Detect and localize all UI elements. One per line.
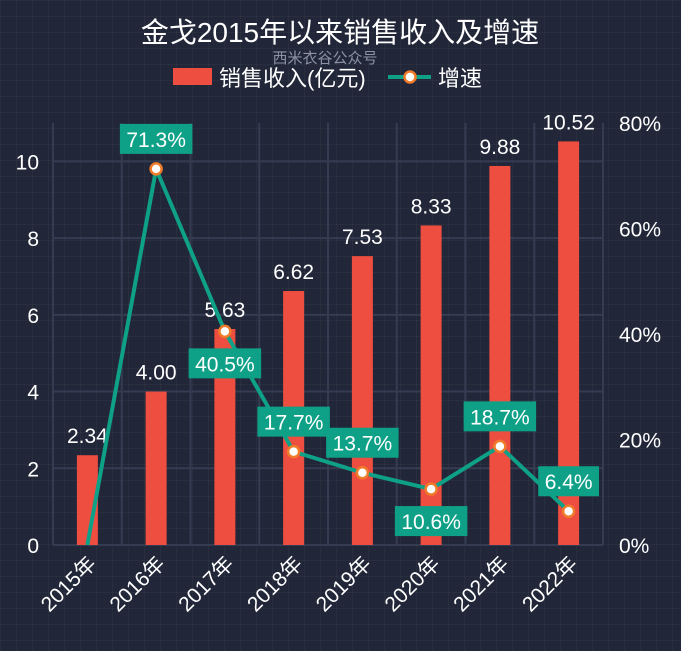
y-left-tick-label: 8 (27, 228, 39, 251)
y-right-tick-label: 80% (619, 113, 661, 136)
x-tick-label: 2022年 (518, 552, 582, 616)
growth-label-box (463, 401, 537, 432)
x-tick-label: 2017年 (174, 552, 238, 616)
legend-item-growth[interactable]: 增速 (388, 66, 482, 91)
growth-point-marker (149, 162, 163, 176)
bar (145, 391, 167, 545)
y-left-tick-label: 4 (27, 382, 39, 405)
bar (420, 225, 442, 545)
y-right-tick-label: 40% (619, 324, 661, 347)
growth-line (85, 166, 570, 546)
growth-value-label: 71.3% (126, 129, 186, 152)
bar-value-label: 4.00 (136, 362, 177, 385)
growth-label-box (119, 123, 193, 154)
growth-value-label: 6.4% (545, 471, 593, 494)
growth-value-label: 13.7% (333, 433, 393, 456)
growth-label-box (538, 466, 600, 497)
bar-value-label: 6.62 (273, 261, 314, 284)
line-series (85, 162, 576, 546)
growth-value-label: 18.7% (470, 406, 530, 429)
bar-value-label: 8.33 (411, 195, 452, 218)
bar (214, 329, 236, 545)
growth-point-marker (561, 504, 576, 518)
growth-point-marker (218, 324, 232, 339)
growth-label-box (394, 506, 468, 537)
growth-point-marker (493, 439, 507, 454)
x-tick-label: 2016年 (106, 552, 170, 616)
y-right-tick-label: 60% (619, 219, 661, 242)
bar (351, 256, 373, 545)
bar-value-label: 7.53 (342, 226, 383, 249)
y-left-tick-label: 6 (27, 305, 39, 328)
chart-title: 金戈2015年以来销售收入及增速 (141, 17, 539, 48)
x-tick-label: 2020年 (381, 552, 445, 616)
legend-label-growth: 增速 (438, 66, 482, 91)
bar-value-label: 2.34 (67, 425, 108, 448)
y-right-ticks: 0% 20% 40% 60% 80% (619, 113, 661, 558)
watermark: 西米衣谷公众号 (272, 50, 377, 67)
growth-value-label: 17.7% (264, 412, 324, 435)
growth-value-label: 10.6% (401, 511, 461, 534)
bar-value-label: 10.52 (542, 111, 595, 134)
growth-point-marker (286, 444, 301, 459)
x-tick-label: 2015年 (37, 552, 101, 616)
growth-label-box (257, 406, 330, 437)
y-left-ticks: 0 2 4 6 8 10 (16, 151, 40, 558)
y-right-tick-label: 0% (619, 535, 649, 558)
y-right-tick-label: 20% (619, 430, 661, 453)
legend-label-revenue: 销售收入(亿元) (219, 66, 366, 91)
growth-label-box (326, 427, 399, 458)
axes (52, 123, 604, 546)
y-left-tick-label: 0 (27, 535, 39, 558)
x-tick-label: 2019年 (312, 552, 376, 616)
growth-value-label: 40.5% (195, 353, 255, 376)
growth-point-marker (355, 465, 370, 480)
line-labels: 71.3% 40.5% 17.7% 13.7% 10.6% 18.7% 6.4% (119, 123, 600, 537)
y-left-tick-label: 10 (16, 151, 39, 174)
x-tick-label: 2021年 (449, 552, 513, 616)
legend-marker-swatch (403, 70, 417, 84)
growth-label-box (188, 348, 262, 379)
legend: 销售收入(亿元) 增速 (173, 66, 482, 91)
x-tick-label: 2018年 (243, 552, 307, 616)
bar (489, 165, 511, 545)
legend-item-revenue[interactable]: 销售收入(亿元) (173, 66, 366, 91)
y-left-tick-label: 2 (27, 458, 39, 481)
growth-point-marker (424, 482, 438, 496)
legend-bar-swatch (173, 68, 212, 85)
bar (558, 141, 580, 545)
bar-value-label: 9.88 (479, 136, 520, 159)
grid (53, 123, 603, 545)
x-ticks: 2015年 2016年 2017年 2018年 2019年 2020年 2021年 2022年 (37, 552, 582, 616)
